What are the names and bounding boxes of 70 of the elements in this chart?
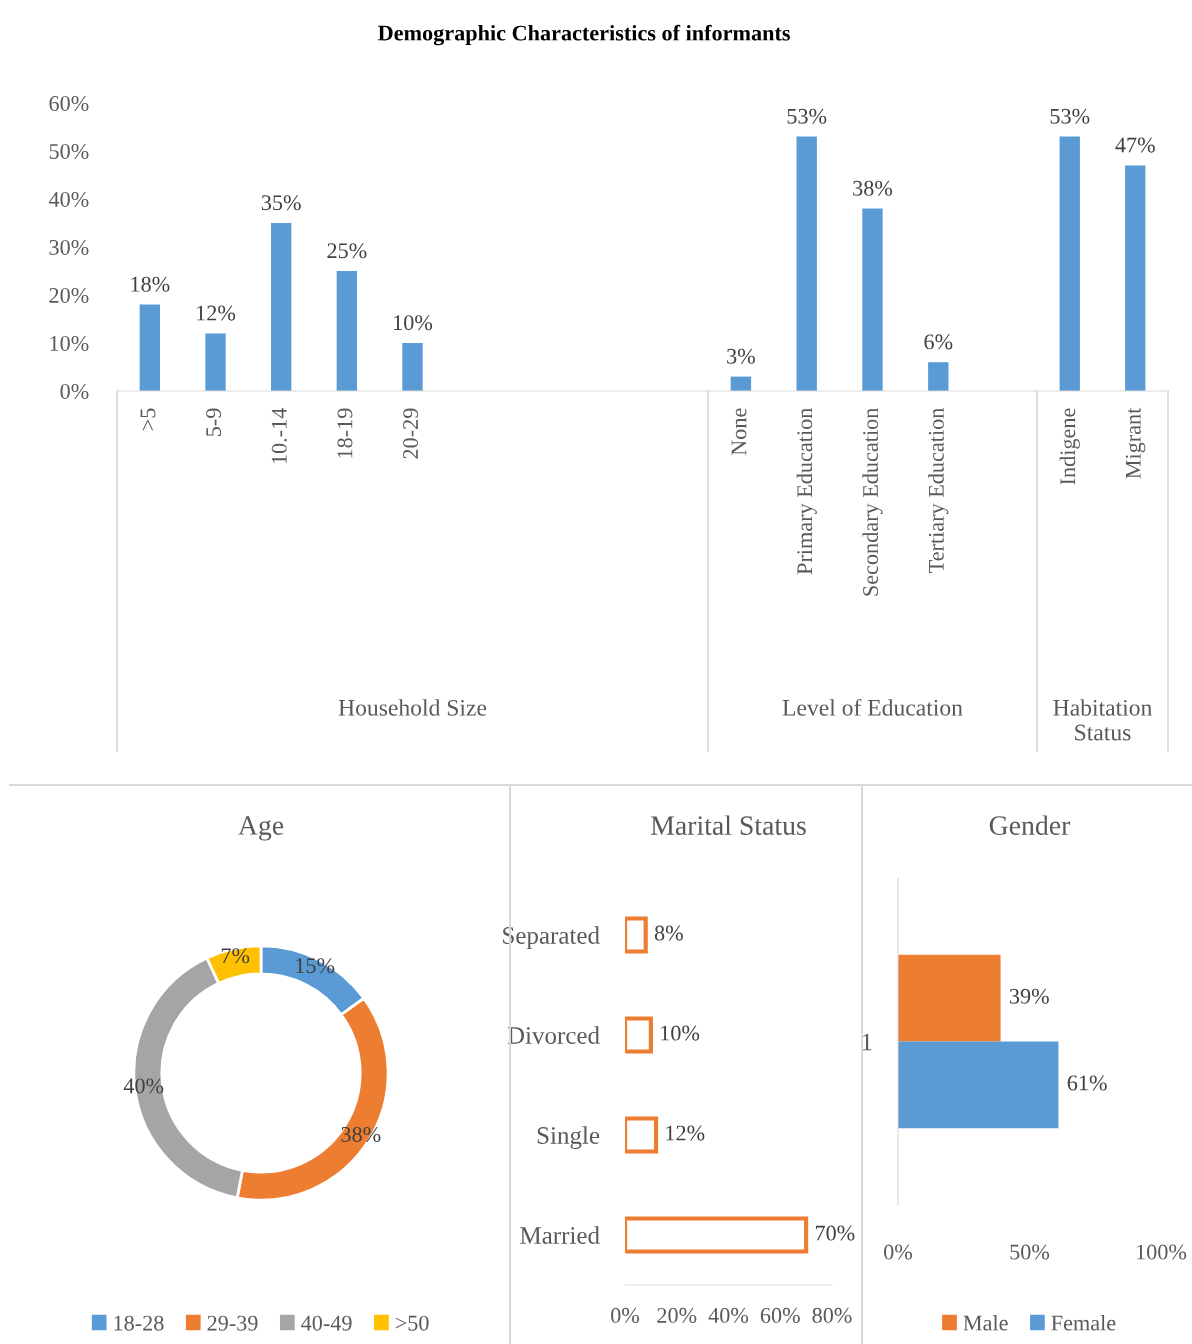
data-label: 3% <box>727 348 755 364</box>
data-label: 18% <box>131 276 170 292</box>
x-tick-label: Indigene <box>1059 408 1080 485</box>
bar <box>402 343 423 391</box>
x-tick-label: 20-29 <box>403 408 419 459</box>
y-tick-label: 40% <box>48 191 89 207</box>
data-label: 10% <box>661 1025 700 1041</box>
x-axis-title: Level of Education <box>782 698 963 716</box>
bar <box>205 333 226 391</box>
data-label: 6% <box>924 334 953 350</box>
x-tick-label: 40% <box>708 1307 749 1323</box>
data-label: 12% <box>197 305 236 321</box>
chart-title: Demographic Characteristics of informants <box>378 24 790 46</box>
x-tick-label: 5-9 <box>206 408 222 436</box>
y-tick-label: Separated <box>503 926 600 949</box>
y-tick-label: 10% <box>50 335 89 351</box>
data-label: 53% <box>1050 108 1090 124</box>
chart-title: Gender <box>989 815 1071 835</box>
x-tick-label: Migrant <box>1125 407 1146 479</box>
x-tick-label: 18-19 <box>337 408 353 458</box>
bar <box>862 208 883 391</box>
y-tick-label: 60% <box>49 95 89 111</box>
x-tick-label: >5 <box>140 408 156 431</box>
y-tick-label: 0% <box>60 383 89 399</box>
data-label: 61% <box>1067 1075 1107 1091</box>
y-tick-label: 50% <box>49 143 89 159</box>
legend-label: 18-28 <box>114 1315 164 1331</box>
x-tick-label: None <box>731 408 747 456</box>
x-tick-label: 0% <box>884 1244 913 1260</box>
y-tick-label: Divorced <box>507 1026 600 1044</box>
data-label: 25% <box>327 243 367 259</box>
x-tick-label: 10.-14 <box>271 408 287 464</box>
x-axis-title: Household Size <box>338 699 487 716</box>
x-tick-label: Primary Education <box>796 408 817 575</box>
chart-title: Age <box>238 816 284 841</box>
data-label: 38% <box>853 180 893 196</box>
legend-label: 29-39 <box>207 1315 258 1331</box>
bar <box>796 136 817 391</box>
x-tick-label: Secondary Education <box>862 408 883 596</box>
x-tick-label: Tertiary Education <box>928 408 949 573</box>
x-tick-label: 60% <box>760 1307 800 1323</box>
legend-label: 40-49 <box>301 1315 352 1331</box>
y-tick-label: Single <box>537 1126 600 1150</box>
chart-title: Marital Status <box>650 815 806 835</box>
legend-label: >50 <box>395 1315 429 1331</box>
x-tick-label: 50% <box>1010 1244 1050 1260</box>
bar <box>139 304 161 391</box>
x-tick-label: 0% <box>611 1307 640 1323</box>
data-label: 39% <box>1009 988 1049 1004</box>
y-tick-label: 1 <box>862 1033 872 1051</box>
x-tick-label: 80% <box>812 1307 852 1323</box>
data-label: 70% <box>815 1225 855 1241</box>
data-label: 53% <box>787 108 827 124</box>
legend-label: Female <box>1051 1314 1116 1331</box>
bar <box>928 362 949 391</box>
y-tick-label: Married <box>520 1226 600 1244</box>
y-tick-label: 30% <box>49 239 89 255</box>
x-tick-label: 20% <box>657 1307 697 1323</box>
data-label: 7% <box>221 948 250 964</box>
data-label: 12% <box>666 1125 705 1141</box>
y-tick-label: 20% <box>49 287 89 303</box>
data-label: 10% <box>394 315 433 331</box>
bar <box>336 271 358 391</box>
legend-label: Male <box>963 1314 1008 1331</box>
x-tick-label: 100% <box>1137 1244 1187 1260</box>
data-label: 35% <box>261 195 301 211</box>
data-label: 47% <box>1115 137 1155 153</box>
x-axis-title: Habitation Status <box>1053 699 1152 741</box>
bar <box>270 223 292 391</box>
data-label: 8% <box>654 925 683 941</box>
